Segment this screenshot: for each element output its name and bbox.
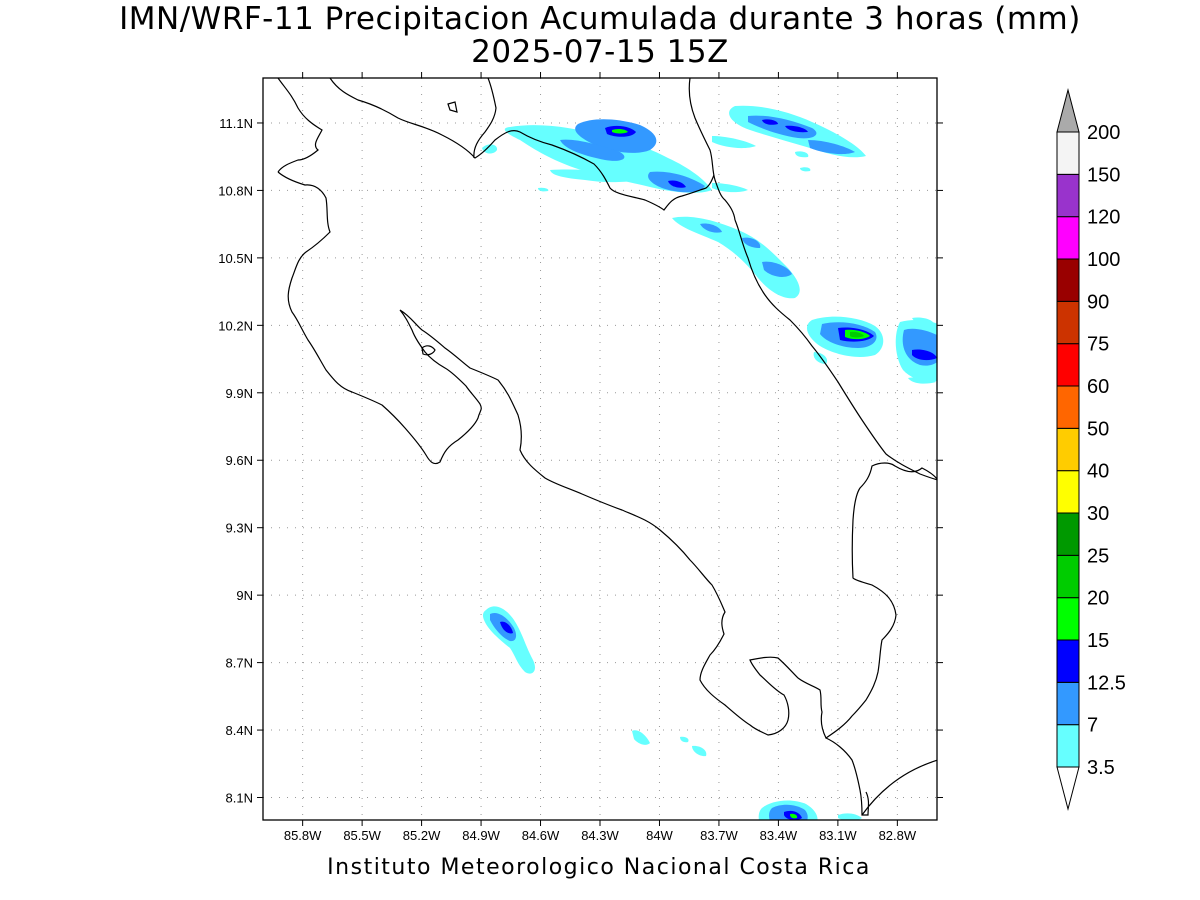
lat-tick-label: 10.5N bbox=[218, 251, 253, 266]
precipitation-field bbox=[482, 105, 937, 820]
lat-tick-label: 9N bbox=[236, 588, 253, 603]
panama-coast-south bbox=[861, 759, 937, 816]
lat-tick-label: 8.7N bbox=[226, 656, 253, 671]
costa-rica-pacific-coast bbox=[277, 171, 937, 739]
colorbar-swatch bbox=[1056, 554, 1080, 599]
colorbar-level-label: 15 bbox=[1087, 630, 1109, 652]
lat-tick-label: 8.4N bbox=[226, 723, 253, 738]
footer-credit: Instituto Meteorologico Nacional Costa R… bbox=[327, 855, 871, 880]
colorbar-level-label: 30 bbox=[1087, 503, 1109, 525]
colorbar-level-label: 3.5 bbox=[1087, 757, 1115, 779]
colorbar-level-label: 150 bbox=[1087, 164, 1120, 186]
colorbar-swatch bbox=[1056, 681, 1080, 726]
graticule bbox=[263, 78, 937, 820]
colorbar-level-label: 60 bbox=[1087, 376, 1109, 398]
colorbar-swatch bbox=[1056, 343, 1080, 387]
colorbar-level-label: 120 bbox=[1087, 207, 1120, 229]
map-title: IMN/WRF-11 Precipitacion Acumulada duran… bbox=[119, 1, 1081, 37]
precip-cell-pacific bbox=[482, 606, 707, 757]
colorbar-level-label: 75 bbox=[1087, 334, 1109, 356]
colorbar-swatch bbox=[1056, 470, 1080, 514]
caribbean-coast-costa-rica bbox=[734, 219, 937, 481]
colorbar-swatch bbox=[1056, 216, 1080, 260]
precip-cell-north-central bbox=[482, 119, 748, 193]
colorbar-swatch bbox=[1056, 173, 1080, 218]
lat-tick-label: 9.9N bbox=[226, 386, 253, 401]
latitude-axis: 11.1N 10.8N 10.5N 10.2N 9.9N 9.6N 9.3N 9N 8.7N 8.… bbox=[218, 116, 943, 806]
lon-tick-label: 83.1W bbox=[819, 828, 857, 843]
panama-border-south bbox=[825, 737, 870, 816]
colorbar-swatch bbox=[1056, 597, 1080, 641]
colorbar-swatch bbox=[1056, 427, 1080, 472]
nicoya-gulf-island bbox=[421, 345, 436, 356]
lon-tick-label: 83.7W bbox=[700, 828, 738, 843]
lat-tick-label: 8.1N bbox=[226, 791, 253, 806]
longitude-axis: 85.8W 85.5W 85.2W 84.9W 84.6W 84.3W 84W 83.7W 83… bbox=[284, 72, 917, 843]
colorbar-level-label: 90 bbox=[1087, 291, 1109, 313]
lat-tick-label: 10.8N bbox=[218, 183, 253, 198]
lat-tick-label: 10.2N bbox=[218, 318, 253, 333]
colorbar-level-label: 50 bbox=[1087, 418, 1109, 440]
nicaragua-caribbean-coast bbox=[688, 78, 736, 221]
lon-tick-label: 84.6W bbox=[522, 828, 560, 843]
colorbar-swatch bbox=[1056, 258, 1080, 302]
precip-cell-northeast bbox=[538, 105, 866, 192]
lat-tick-label: 9.3N bbox=[226, 521, 253, 536]
colorbar-under-arrow bbox=[1056, 766, 1080, 811]
colorbar-level-label: 100 bbox=[1087, 249, 1120, 271]
lake-islet bbox=[447, 101, 458, 113]
nicaragua-costa-rica-border bbox=[329, 78, 715, 211]
lat-tick-label: 11.1N bbox=[219, 116, 253, 131]
colorbar-swatch bbox=[1056, 724, 1080, 768]
lon-tick-label: 85.8W bbox=[284, 828, 322, 843]
lon-tick-label: 84W bbox=[646, 828, 673, 843]
lon-tick-label: 85.5W bbox=[343, 828, 381, 843]
lon-tick-label: 83.4W bbox=[760, 828, 798, 843]
colorbar-swatch bbox=[1056, 131, 1080, 175]
colorbar-swatch bbox=[1056, 639, 1080, 683]
lon-tick-label: 84.9W bbox=[462, 828, 500, 843]
colorbar-level-label: 200 bbox=[1087, 122, 1120, 144]
lake-nicaragua-edge bbox=[473, 78, 497, 159]
colorbar-over-arrow bbox=[1056, 88, 1080, 133]
colorbar-swatch bbox=[1056, 512, 1080, 556]
colorbar-swatch bbox=[1056, 300, 1080, 345]
colorbar-level-label: 7 bbox=[1087, 715, 1098, 737]
precip-cell-limon bbox=[806, 316, 884, 364]
nicaragua-pacific-coast bbox=[277, 78, 323, 173]
precip-cell-osa bbox=[758, 800, 862, 820]
lat-tick-label: 9.6N bbox=[226, 453, 253, 468]
lon-tick-label: 85.2W bbox=[403, 828, 441, 843]
colorbar-level-label: 20 bbox=[1087, 588, 1109, 610]
lon-tick-label: 82.8W bbox=[879, 828, 917, 843]
colorbar-level-label: 40 bbox=[1087, 461, 1109, 483]
precip-cell-caribbean-band bbox=[672, 216, 800, 299]
precip-cell-east-edge bbox=[895, 317, 937, 384]
plot-area bbox=[263, 78, 937, 820]
colorbar-level-label: 12.5 bbox=[1087, 672, 1126, 694]
precipitation-colorbar: 3.5 7 12.5 15 20 25 30 40 50 60 75 90 100 120 150 200 bbox=[1056, 88, 1126, 811]
map-valid-time: 2025-07-15 15Z bbox=[471, 34, 729, 70]
colorbar-level-label: 25 bbox=[1087, 545, 1109, 567]
lon-tick-label: 84.3W bbox=[581, 828, 619, 843]
colorbar-swatch bbox=[1056, 385, 1080, 429]
coastlines-borders bbox=[277, 78, 937, 816]
